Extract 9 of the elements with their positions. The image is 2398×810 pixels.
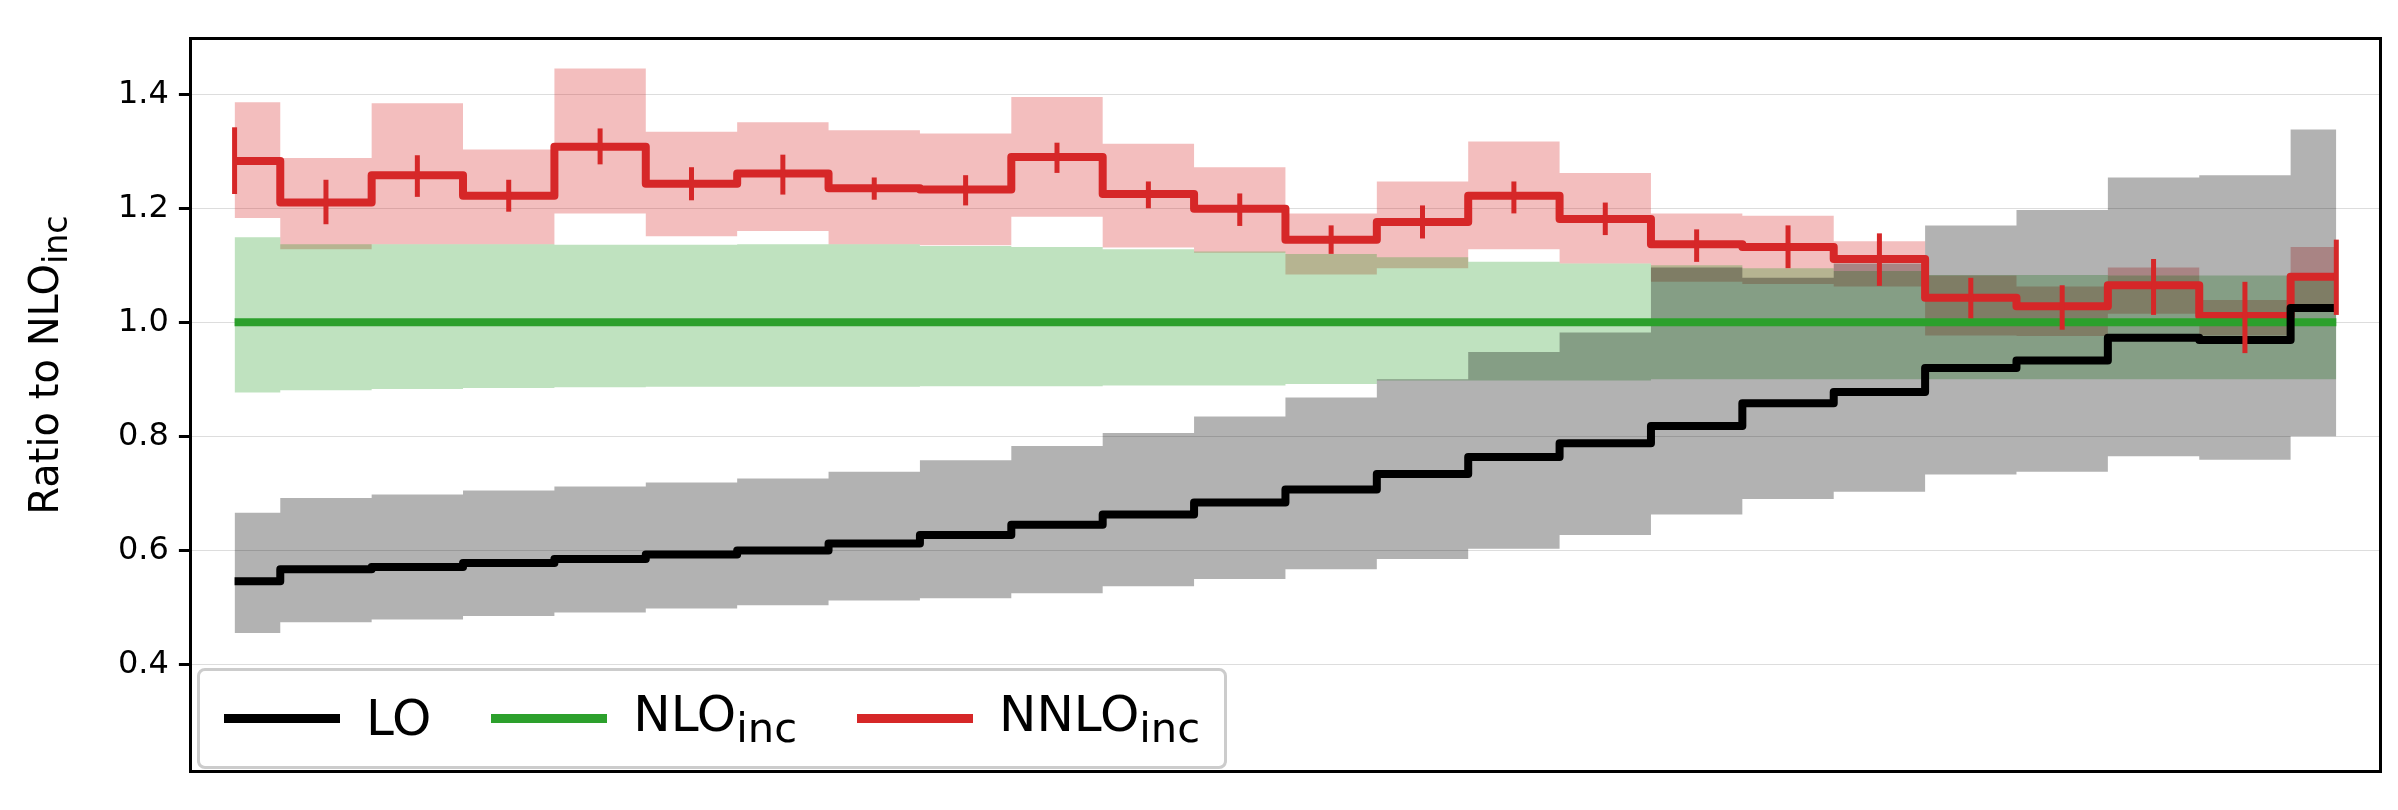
y-tick-label: 0.8 bbox=[118, 414, 169, 453]
y-tick-label: 0.4 bbox=[118, 642, 169, 681]
legend-label: LO bbox=[365, 689, 432, 748]
y-tick-label: 0.6 bbox=[118, 528, 169, 567]
y-tick-label: 1.4 bbox=[118, 72, 169, 111]
legend-label: NNLO$_{inc}$ bbox=[999, 684, 1201, 752]
y-tick-label: 1.0 bbox=[118, 300, 169, 339]
legend-label: NLO$_{inc}$ bbox=[633, 684, 798, 752]
y-tick-label: 1.2 bbox=[118, 186, 169, 225]
